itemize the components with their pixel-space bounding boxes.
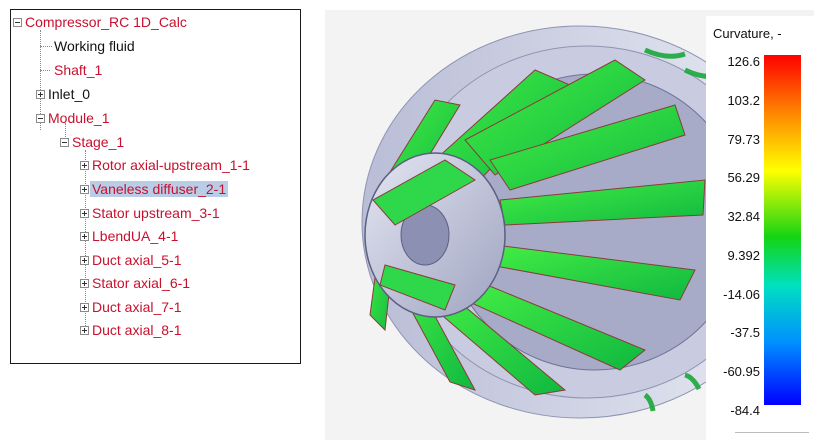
tree-item-label: Duct axial_7-1 [92,299,182,315]
tree-item-label: Working fluid [54,38,135,54]
tree-item-stator-axial-6[interactable]: Stator axial_6-1 [80,273,192,293]
tree-item-stage[interactable]: Stage_1 [60,132,126,152]
expand-icon[interactable] [80,255,89,265]
tree-item-label: Shaft_1 [54,62,103,78]
expand-icon[interactable] [80,278,89,288]
tree-item-module[interactable]: Module_1 [36,108,112,128]
tree-item-label: Stator upstream_3-1 [92,205,220,221]
legend-tick: -37.5 [730,325,760,340]
legend-tick: -84.4 [730,403,760,418]
impeller-render [361,25,799,419]
collapse-icon[interactable] [60,137,69,147]
tree-item-shaft[interactable]: Shaft_1 [52,60,104,80]
tree-item-label: Rotor axial-upstream_1-1 [92,157,250,173]
expand-icon[interactable] [80,302,89,312]
expand-icon[interactable] [80,160,89,170]
legend-tick: 9.392 [727,248,760,263]
color-bar [764,55,801,405]
expand-icon[interactable] [80,325,89,335]
tree-item-label: Compressor_RC 1D_Calc [25,14,187,30]
tree-item-working-fluid[interactable]: Working fluid [52,36,137,56]
tree-item-vaneless-diffuser[interactable]: Vaneless diffuser_2-1 [80,179,229,199]
expand-icon[interactable] [36,89,45,99]
legend-tick: 126.6 [727,54,760,69]
expand-icon[interactable] [80,184,89,194]
tree-item-label: Inlet_0 [48,86,91,102]
tree-guide-line [40,30,41,130]
collapse-icon[interactable] [13,17,22,27]
legend-tick: 103.2 [727,93,760,108]
tree-guide-line [40,46,52,47]
tree-item-root[interactable]: Compressor_RC 1D_Calc [13,12,189,32]
tree-item-duct-axial-7[interactable]: Duct axial_7-1 [80,297,184,317]
tree-item-duct-axial-5[interactable]: Duct axial_5-1 [80,250,184,270]
3d-viewport[interactable] [325,10,814,440]
expand-icon[interactable] [80,208,89,218]
legend-title: Curvature, - [713,26,782,41]
tree-item-label-selected: Vaneless diffuser_2-1 [90,181,229,197]
tree-item-duct-axial-8[interactable]: Duct axial_8-1 [80,320,184,340]
tree-guide-line [65,123,66,145]
tree-item-lbendua[interactable]: LbendUA_4-1 [80,226,180,246]
tree-guide-line [40,70,50,71]
legend-tick: -14.06 [723,287,760,302]
legend-tick: -60.95 [723,364,760,379]
tree-item-inlet[interactable]: Inlet_0 [36,84,92,104]
tree-item-rotor-axial-upstream[interactable]: Rotor axial-upstream_1-1 [80,155,252,175]
legend-tick: 56.29 [727,170,760,185]
expand-icon[interactable] [80,231,89,241]
legend-divider [735,432,809,433]
tree-item-label: LbendUA_4-1 [92,228,179,244]
tree-item-label: Duct axial_5-1 [92,252,182,268]
legend-tick: 32.84 [727,209,760,224]
collapse-icon[interactable] [36,113,45,123]
legend-tick: 79.73 [727,132,760,147]
tree-item-stator-upstream[interactable]: Stator upstream_3-1 [80,203,222,223]
tree-item-label: Stage_1 [72,134,125,150]
tree-item-label: Duct axial_8-1 [92,322,182,338]
tree-item-label: Stator axial_6-1 [92,275,191,291]
tree-item-label: Module_1 [48,110,110,126]
